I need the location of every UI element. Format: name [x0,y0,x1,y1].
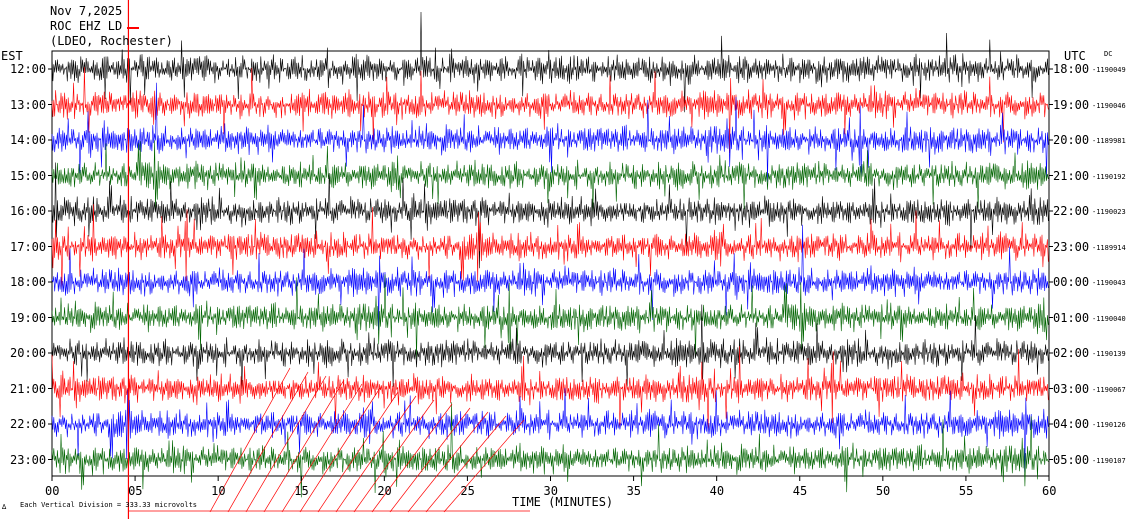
trace-2000 [51,304,1049,390]
x-tick-label: 45 [792,484,808,498]
row-label-utc: 02:00 [1053,346,1090,360]
trace-1400 [51,82,1049,183]
plot-frame [51,50,1050,477]
row-label-local: 18:00 [10,275,47,289]
x-tick-label: 20 [377,484,392,498]
x-tick-label: 55 [958,484,974,498]
x-tick-label: 40 [709,484,725,498]
x-tick-label: 50 [875,484,891,498]
x-axis-title: TIME (MINUTES) [512,495,614,509]
utc-timezone-label: UTC [1064,49,1086,63]
row-label-utc: 23:00 [1053,239,1090,254]
arrival-line [317,391,399,513]
row-label-utc: 18:00 [1053,62,1090,76]
row-dc-offset: -1190046 [1092,101,1126,110]
x-tick-label: 00 [45,484,60,498]
row-label-local: 12:00 [10,62,47,76]
row-label-utc: 04:00 [1053,417,1090,431]
row-label-local: 16:00 [10,204,47,218]
row-label-utc: 21:00 [1053,168,1090,183]
trace-1300 [51,67,1049,154]
x-tick-label: 60 [1042,484,1057,498]
row-label-utc: 20:00 [1053,133,1090,147]
vertical-scale-note: Each Vertical Division = 333.33 microvol… [20,501,198,509]
station-label: ROC EHZ LD [50,19,123,33]
trace-2100 [51,346,1049,446]
row-dc-offset: -1189981 [1092,137,1126,145]
trace-1500 [51,140,1049,212]
row-dc-offset: -1190049 [1092,66,1126,74]
row-dc-offset: -1190126 [1092,421,1126,429]
row-label-local: 17:00 [10,239,47,254]
arrival-line [407,411,489,513]
arrival-line [281,383,363,513]
arrival-line [371,403,453,513]
row-label-local: 23:00 [10,452,47,467]
arrival-line [353,399,435,513]
row-label-local: 13:00 [10,97,47,112]
row-label-utc: 01:00 [1053,310,1090,325]
trace-1600 [51,162,1049,269]
arrival-line [299,387,381,513]
row-label-utc: 19:00 [1053,97,1090,112]
arrival-line [443,419,525,513]
station-color-key [127,27,139,29]
location-label: (LDEO, Rochester) [50,34,173,48]
arrival-line [227,371,309,513]
arrival-line [335,395,417,513]
row-label-local: 19:00 [10,310,47,325]
trace-1800 [51,224,1049,331]
row-dc-offset: -1190023 [1092,208,1126,216]
row-label-local: 14:00 [10,133,47,147]
row-dc-offset: -1189914 [1092,243,1126,252]
trace-2300 [51,402,1049,498]
row-dc-offset: -1190067 [1092,385,1126,394]
x-tick-label: 30 [543,484,558,498]
x-tick-label: 25 [460,484,475,498]
row-label-utc: 03:00 [1053,381,1090,396]
trace-1700 [51,204,1049,290]
corner-mark: ∆ [2,503,7,511]
row-dc-offset: -1190040 [1092,314,1126,323]
row-label-utc: 05:00 [1053,452,1090,467]
x-tick-label: 05 [128,484,143,498]
arrival-line [389,407,471,513]
arrival-line [209,367,291,513]
row-dc-offset: -1190107 [1092,456,1126,465]
x-tick-label: 10 [211,484,226,498]
dc-offset-header: DC [1104,50,1113,58]
x-tick-label: 35 [626,484,642,498]
row-label-utc: 00:00 [1053,275,1090,289]
local-timezone-label: EST [1,49,23,63]
row-label-local: 15:00 [10,168,47,183]
row-dc-offset: -1190043 [1092,279,1126,287]
arrival-line [425,415,507,513]
row-label-local: 22:00 [10,417,47,431]
row-dc-offset: -1190192 [1092,172,1126,181]
trace-1900 [51,274,1049,360]
date-label: Nov 7,2025 [50,4,123,18]
row-label-utc: 22:00 [1053,204,1090,218]
arrival-line [245,375,327,513]
row-label-local: 20:00 [10,346,47,360]
x-tick-label: 15 [294,484,309,498]
row-label-local: 21:00 [10,381,47,396]
row-dc-offset: -1190139 [1092,350,1126,358]
trace-2200 [51,387,1049,473]
arrival-line [263,379,345,513]
trace-1200 [51,11,1049,113]
